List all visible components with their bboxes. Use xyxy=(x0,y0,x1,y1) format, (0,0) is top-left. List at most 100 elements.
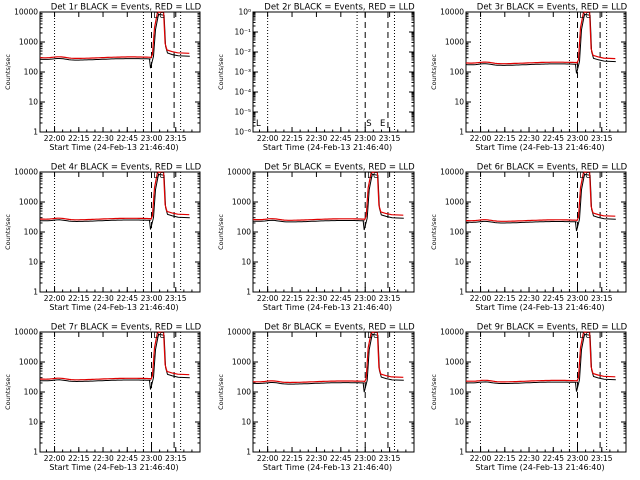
y-tick-label: 10⁻⁴ xyxy=(234,88,251,97)
marker-label: D xyxy=(580,171,586,180)
y-axis-label: Counts/sec xyxy=(430,54,438,90)
y-axis-label: Counts/sec xyxy=(217,374,225,410)
x-tick-label: 22:15 xyxy=(281,454,303,463)
marker-label: D xyxy=(154,331,160,340)
marker-label: D xyxy=(580,331,586,340)
events-series-line xyxy=(465,13,616,74)
y-tick-label: 100 xyxy=(450,228,465,237)
y-axis-label: Counts/sec xyxy=(430,214,438,250)
marker-label: C xyxy=(585,171,590,180)
x-tick-label: 23:00 xyxy=(567,454,589,463)
x-tick-label: 22:45 xyxy=(116,454,138,463)
panel-title: Det 5r BLACK = Events, RED = LLD xyxy=(264,163,415,173)
y-tick-label: 1 xyxy=(33,128,38,137)
y-tick-label: 1000 xyxy=(445,358,464,367)
x-tick-label: 22:30 xyxy=(306,134,328,143)
y-tick-label: 1000 xyxy=(232,358,251,367)
y-tick-label: 100 xyxy=(24,228,39,237)
detector-panel: Det 2r BLACK = Events, RED = LLD 10⁻⁶ 10⁻⁵… xyxy=(217,3,415,153)
y-tick-label: 100 xyxy=(450,388,465,397)
x-tick-label: 22:15 xyxy=(68,134,90,143)
panel-title: Det 7r BLACK = Events, RED = LLD xyxy=(51,323,202,333)
y-tick-label: 10⁰ xyxy=(238,8,251,17)
y-axis-label: Counts/sec xyxy=(4,214,12,250)
x-tick-label: 22:15 xyxy=(68,294,90,303)
events-series-line xyxy=(252,173,404,231)
panel-title: Det 6r BLACK = Events, RED = LLD xyxy=(477,163,628,173)
x-tick-label: 23:15 xyxy=(379,454,401,463)
x-tick-label: 22:45 xyxy=(330,454,352,463)
lld-series-line xyxy=(39,331,190,381)
y-tick-label: 100 xyxy=(237,228,252,237)
y-tick-label: 1 xyxy=(459,288,464,297)
y-tick-label: 10 xyxy=(454,98,464,107)
marker-label: C xyxy=(585,11,590,20)
y-tick-label: 10 xyxy=(454,258,464,267)
x-axis-label: Start Time (24-Feb-13 21:46:40) xyxy=(49,463,178,472)
marker-label: S xyxy=(366,119,371,129)
x-tick-label: 22:00 xyxy=(470,294,492,303)
y-tick-label: 10 xyxy=(28,258,38,267)
x-tick-label: 22:00 xyxy=(44,454,66,463)
panel-title: Det 4r BLACK = Events, RED = LLD xyxy=(51,163,202,173)
x-tick-label: 23:00 xyxy=(567,134,589,143)
y-axis-label: Counts/sec xyxy=(4,54,12,90)
x-axis-label: Start Time (24-Feb-13 21:46:40) xyxy=(49,303,178,312)
lld-series-line xyxy=(39,171,190,221)
marker-label: C xyxy=(373,171,378,180)
y-tick-label: 10 xyxy=(241,418,251,427)
y-tick-label: 10000 xyxy=(14,8,38,17)
x-axis-label: Start Time (24-Feb-13 21:46:40) xyxy=(475,463,604,472)
y-axis-label: Counts/sec xyxy=(217,214,225,250)
events-series-line xyxy=(465,173,616,232)
panel-title: Det 1r BLACK = Events, RED = LLD xyxy=(51,3,202,13)
x-tick-label: 22:45 xyxy=(116,294,138,303)
y-tick-label: 100 xyxy=(24,68,39,77)
x-axis-label: Start Time (24-Feb-13 21:46:40) xyxy=(263,303,392,312)
x-axis-label: Start Time (24-Feb-13 21:46:40) xyxy=(475,303,604,312)
y-tick-label: 10000 xyxy=(440,328,464,337)
x-tick-label: 22:30 xyxy=(518,294,540,303)
y-tick-label: 10000 xyxy=(227,328,251,337)
x-tick-label: 23:00 xyxy=(354,134,376,143)
y-tick-label: 100 xyxy=(24,388,39,397)
x-tick-label: 22:45 xyxy=(330,134,352,143)
x-tick-label: 22:45 xyxy=(542,134,564,143)
plot-frame xyxy=(252,11,415,133)
y-tick-label: 10 xyxy=(454,418,464,427)
x-axis-label: Start Time (24-Feb-13 21:46:40) xyxy=(49,143,178,152)
y-tick-label: 1000 xyxy=(19,198,38,207)
y-tick-label: 1 xyxy=(33,288,38,297)
panel-title: Det 9r BLACK = Events, RED = LLD xyxy=(477,323,628,333)
y-tick-label: 10⁻¹ xyxy=(234,28,251,37)
marker-label: D xyxy=(367,331,373,340)
lld-series-line xyxy=(252,171,404,221)
y-tick-label: 100 xyxy=(237,388,252,397)
detector-panel: Det 8r BLACK = Events, RED = LLD 1 10 100 10… xyxy=(217,323,415,473)
y-tick-label: 10⁻² xyxy=(234,48,251,57)
x-tick-label: 22:00 xyxy=(257,294,279,303)
y-axis-label: Counts/sec xyxy=(430,374,438,410)
y-tick-label: 1000 xyxy=(19,358,38,367)
x-tick-label: 22:45 xyxy=(542,454,564,463)
x-tick-label: 22:00 xyxy=(44,134,66,143)
y-tick-label: 10 xyxy=(241,258,251,267)
x-tick-label: 23:15 xyxy=(591,294,613,303)
detector-panel: Det 7r BLACK = Events, RED = LLD 1 10 100 10… xyxy=(4,323,202,473)
marker-label: E xyxy=(380,119,385,129)
x-tick-label: 22:30 xyxy=(92,294,114,303)
y-tick-label: 1000 xyxy=(445,38,464,47)
y-tick-label: 10000 xyxy=(14,328,38,337)
panel-title: Det 2r BLACK = Events, RED = LLD xyxy=(264,3,415,13)
x-tick-label: 22:15 xyxy=(494,294,516,303)
y-tick-label: 100 xyxy=(450,68,465,77)
detector-panel: Det 3r BLACK = Events, RED = LLD 1 10 100 10… xyxy=(430,3,628,153)
marker-label: C xyxy=(159,11,164,20)
y-tick-label: 10000 xyxy=(227,168,251,177)
y-tick-label: 10000 xyxy=(14,168,38,177)
plot-frame xyxy=(39,11,201,133)
y-tick-label: 1 xyxy=(246,448,251,457)
x-tick-label: 22:30 xyxy=(518,454,540,463)
marker-label: C xyxy=(585,331,590,340)
